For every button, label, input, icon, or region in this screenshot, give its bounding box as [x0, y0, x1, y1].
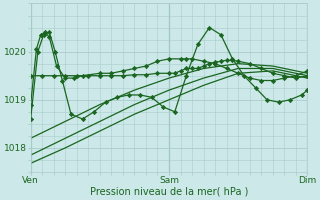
- X-axis label: Pression niveau de la mer( hPa ): Pression niveau de la mer( hPa ): [90, 187, 248, 197]
